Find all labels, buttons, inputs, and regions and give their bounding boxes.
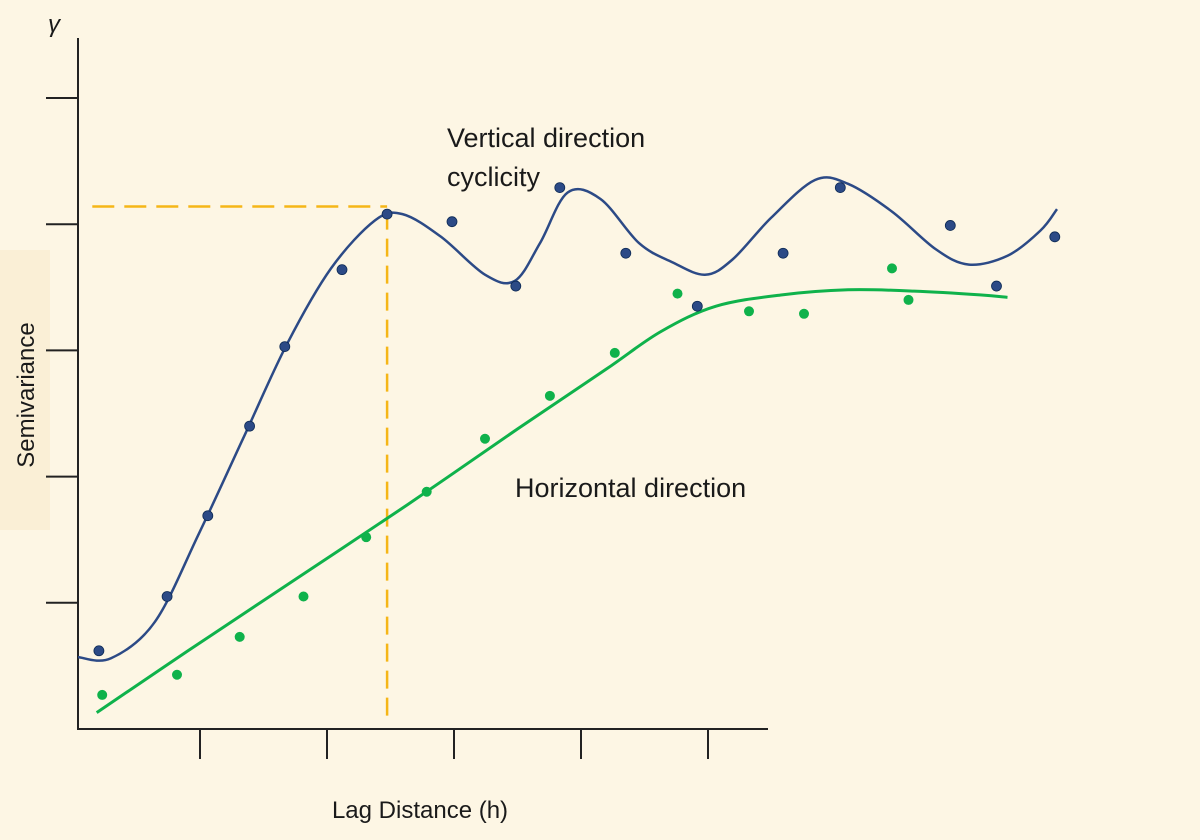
- vertical-point-12: [691, 300, 703, 312]
- y-ticks: [46, 97, 78, 604]
- horizontal-point-8: [609, 347, 620, 358]
- vertical-point-11: [620, 247, 632, 259]
- vertical-point-1: [93, 645, 105, 657]
- vertical-point-6: [336, 264, 348, 276]
- horizontal-label-marker: [421, 486, 432, 497]
- axes: [77, 38, 768, 730]
- vertical-series-label-line1: Vertical direction: [447, 123, 645, 153]
- horizontal-series-label: Horizontal direction: [515, 473, 746, 503]
- vertical-point-16: [991, 280, 1002, 292]
- horizontal-point-9: [672, 288, 683, 299]
- guide-lines: [92, 205, 389, 720]
- vertical-point-3: [202, 510, 214, 522]
- y-axis-label: Semivariance: [13, 322, 40, 467]
- horizontal-point-4: [298, 591, 309, 602]
- vertical-point-13: [777, 247, 789, 259]
- horizontal-point-7: [544, 390, 555, 401]
- x-ticks: [199, 729, 709, 759]
- horizontal-point-12: [887, 263, 897, 274]
- vertical-series-label-line2: cyclicity: [447, 162, 540, 192]
- vertical-point-14: [834, 182, 846, 194]
- vertical-point-4: [244, 420, 256, 432]
- vertical-point-17: [1049, 231, 1061, 243]
- horizontal-point-13: [903, 294, 914, 305]
- horizontal-point-11: [799, 308, 809, 319]
- vertical-point-2: [161, 591, 173, 602]
- y-axis-symbol: γ: [48, 11, 62, 38]
- vertical-trend-curve: [77, 176, 1059, 662]
- vertical-point-7: [381, 208, 393, 220]
- vertical-point-15: [944, 220, 956, 231]
- y-label-panel: [0, 250, 50, 530]
- vertical-point-9: [510, 280, 522, 292]
- horizontal-trend-curve: [95, 288, 1008, 714]
- vertical-point-10: [554, 182, 566, 194]
- curves: [77, 176, 1059, 714]
- vertical-point-8: [446, 216, 458, 228]
- horizontal-point-6: [480, 433, 490, 444]
- horizontal-point-5: [361, 532, 372, 543]
- horizontal-point-1: [97, 689, 108, 700]
- horizontal-point-10: [744, 306, 754, 317]
- points: [93, 182, 1061, 700]
- annotations: [421, 486, 432, 497]
- vertical-point-5: [279, 341, 291, 353]
- horizontal-point-3: [234, 631, 245, 642]
- horizontal-point-2: [172, 669, 182, 680]
- x-axis-label: Lag Distance (h): [332, 797, 508, 824]
